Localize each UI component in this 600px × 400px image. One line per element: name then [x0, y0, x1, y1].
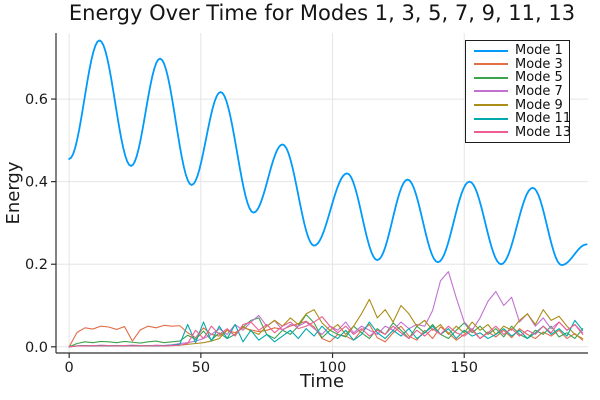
- legend-line-swatch: [474, 63, 508, 66]
- legend-line-swatch: [474, 131, 508, 134]
- legend-label: Mode 5: [515, 70, 563, 86]
- legend-entry-mode-3: Mode 3: [474, 58, 569, 71]
- series-line-mode-7: [68, 271, 584, 348]
- legend-label: Mode 9: [515, 97, 563, 113]
- series-line-mode-5: [68, 314, 584, 348]
- legend-label: Mode 7: [515, 83, 563, 99]
- series-group: [68, 39, 588, 348]
- legend-label: Mode 13: [515, 124, 572, 140]
- x-tick-label-0: 0: [65, 360, 74, 376]
- y-tick-label-0.0: 0.0: [25, 340, 48, 356]
- series-line-mode-3: [68, 320, 584, 348]
- legend-entry-mode-1: Mode 1: [474, 44, 569, 57]
- x-axis-label: Time: [299, 371, 345, 392]
- x-tick-label-150: 150: [450, 360, 478, 376]
- legend-entry-mode-13: Mode 13: [474, 124, 572, 140]
- legend-entry-mode-5: Mode 5: [474, 71, 569, 84]
- series-line-mode-1: [68, 39, 588, 266]
- legend-label: Mode 11: [515, 111, 572, 127]
- y-tick-label-0.6: 0.6: [25, 92, 48, 108]
- legend-line-swatch: [474, 104, 508, 107]
- chart-title: Energy Over Time for Modes 1, 3, 5, 7, 9…: [68, 1, 576, 25]
- legend-label: Mode 1: [515, 43, 563, 59]
- x-tick-label-100: 100: [319, 360, 347, 376]
- tick-label-group: 0 50 100 150 0.0 0.2 0.4 0.6: [25, 92, 478, 376]
- legend-label: Mode 3: [515, 56, 563, 72]
- y-tick-label-0.2: 0.2: [25, 257, 48, 273]
- legend-box: Mode 1 Mode 3 Mode 5 Mode 7 Mode 9 Mode 11 Mod…: [465, 40, 572, 143]
- legend-line-swatch: [474, 117, 508, 120]
- y-tick-label-0.4: 0.4: [25, 175, 48, 191]
- legend-entry-mode-11: Mode 11: [474, 111, 572, 127]
- legend-line-swatch: [474, 76, 508, 79]
- axes-group: [51, 33, 588, 358]
- x-tick-label-50: 50: [192, 360, 210, 376]
- series-line-mode-13: [68, 316, 584, 348]
- legend-line-swatch: [474, 49, 508, 52]
- legend-line-swatch: [474, 90, 508, 93]
- legend-entry-mode-7: Mode 7: [474, 85, 569, 98]
- legend-entry-mode-9: Mode 9: [474, 99, 569, 112]
